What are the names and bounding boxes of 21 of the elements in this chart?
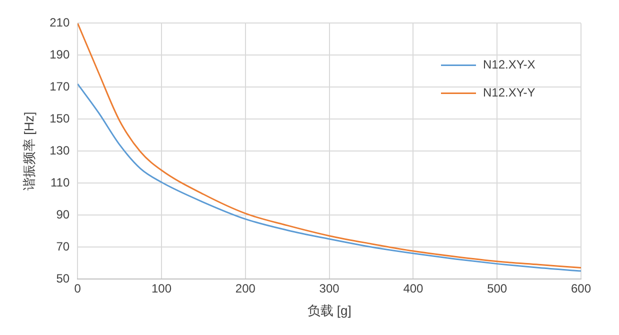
y-tick-label: 210	[50, 16, 70, 30]
x-tick-label: 500	[487, 282, 508, 296]
y-tick-label: 190	[50, 47, 70, 62]
x-tick-label: 200	[235, 282, 256, 296]
x-tick-label: 400	[403, 282, 424, 296]
y-tick-label: 150	[50, 111, 70, 126]
y-axis-title: 谐振频率 [Hz]	[21, 112, 36, 190]
y-tick-label: 70	[56, 239, 70, 254]
y-tick-label: 130	[50, 143, 70, 158]
y-tick-label: 90	[56, 207, 70, 222]
x-tick-label: 100	[152, 282, 172, 296]
legend-label: N12.XY-X	[483, 58, 536, 72]
x-tick-label: 0	[74, 282, 82, 296]
x-tick-label: 600	[570, 282, 592, 296]
y-tick-label: 50	[56, 271, 70, 286]
y-tick-label: 170	[50, 79, 70, 94]
legend-label: N12.XY-Y	[483, 86, 536, 100]
x-tick-label: 300	[319, 282, 340, 296]
x-axis-title: 负载 [g]	[307, 302, 352, 318]
line-series	[78, 83, 581, 272]
y-tick-label: 110	[50, 175, 70, 190]
